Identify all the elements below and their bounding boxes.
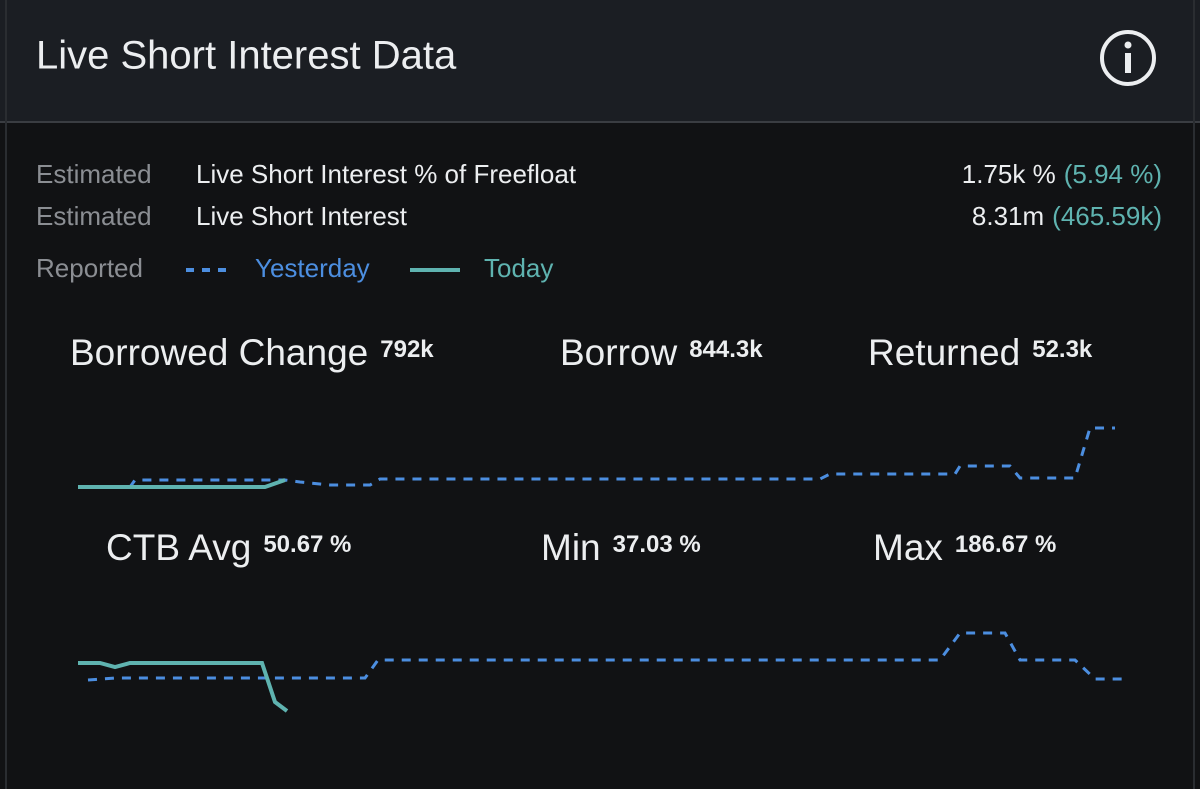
stat: CTB Avg 50.67 % bbox=[106, 527, 351, 568]
row-label: Estimated bbox=[36, 159, 152, 189]
sparkline-today bbox=[78, 661, 289, 713]
stat-value: 186.67 % bbox=[955, 531, 1056, 558]
stat: Borrowed Change 792k bbox=[70, 332, 434, 373]
value: 1.75k % bbox=[962, 159, 1056, 189]
header-bar bbox=[0, 0, 1200, 122]
row-value: 1.75k % (5.94 %) bbox=[962, 159, 1162, 189]
stat: Max 186.67 % bbox=[873, 527, 1056, 568]
stat-label: Max bbox=[873, 527, 943, 568]
legend-entry: Today bbox=[484, 253, 553, 283]
value: 8.31m bbox=[972, 201, 1044, 231]
stat: Min 37.03 % bbox=[541, 527, 701, 568]
row-label: Estimated bbox=[36, 201, 152, 231]
stat-label: Borrow bbox=[560, 332, 677, 373]
stat-label: Min bbox=[541, 527, 601, 568]
legend-label: Reported bbox=[36, 253, 143, 283]
stat-value: 37.03 % bbox=[613, 531, 701, 558]
stat-value: 52.3k bbox=[1032, 336, 1093, 363]
row-name: Live Short Interest % of Freefloat bbox=[196, 159, 577, 189]
sparkline-yesterday bbox=[87, 631, 1125, 682]
change: (5.94 %) bbox=[1064, 159, 1162, 189]
row-value: 8.31m (465.59k) bbox=[972, 201, 1162, 231]
stat: Returned 52.3k bbox=[868, 332, 1093, 373]
title: Live Short Interest Data bbox=[36, 34, 457, 78]
stat-label: CTB Avg bbox=[106, 527, 251, 568]
stat-value: 792k bbox=[380, 336, 434, 363]
stat-label: Borrowed Change bbox=[70, 332, 368, 373]
stat-value: 50.67 % bbox=[263, 531, 351, 558]
stat-label: Returned bbox=[868, 332, 1020, 373]
legend-entry: Yesterday bbox=[255, 253, 370, 283]
sparkline-today bbox=[78, 478, 286, 489]
sparkline-yesterday bbox=[78, 426, 1115, 489]
stat-value: 844.3k bbox=[689, 336, 763, 363]
change: (465.59k) bbox=[1052, 201, 1162, 231]
info-button[interactable] bbox=[1100, 30, 1156, 86]
stat: Borrow 844.3k bbox=[560, 332, 763, 373]
row-name: Live Short Interest bbox=[196, 201, 408, 231]
